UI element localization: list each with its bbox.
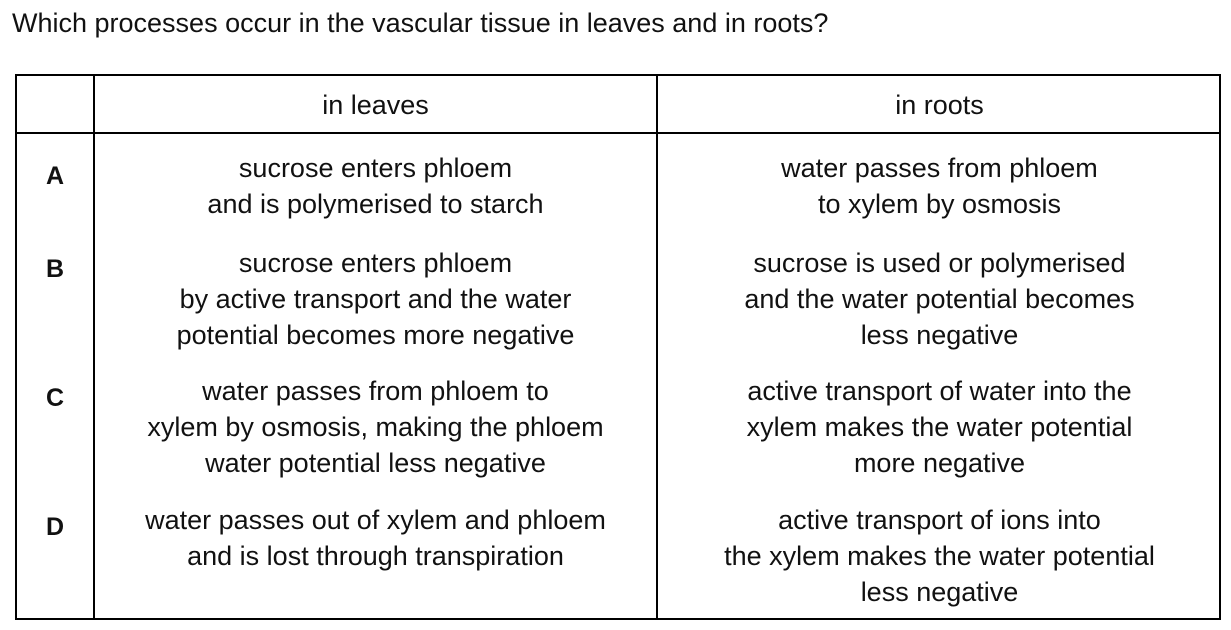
row-d-roots: active transport of ions into the xylem … <box>658 503 1221 611</box>
row-c-leaves: water passes from phloem to xylem by osm… <box>95 374 656 482</box>
row-d-leaves-line: water passes out of xylem and phloem <box>145 505 606 535</box>
row-d-leaves: water passes out of xylem and phloem and… <box>95 503 656 575</box>
row-a-roots-line: to xylem by osmosis <box>817 189 1062 219</box>
row-c-leaves-line: xylem by osmosis, making the phloem <box>147 412 604 442</box>
row-a-leaves-line: sucrose enters phloem <box>238 153 513 183</box>
row-b-leaves-line: sucrose enters phloem <box>238 248 513 278</box>
row-c-leaves-line: water passes from phloem to <box>202 376 549 406</box>
header-divider <box>17 132 1219 134</box>
row-a-roots-line: water passes from phloem <box>781 153 1098 183</box>
row-letter-c: C <box>45 384 65 412</box>
row-c-leaves-line: water potential less negative <box>205 448 546 478</box>
column-divider-1 <box>93 76 95 618</box>
question-text: Which processes occur in the vascular ti… <box>12 8 829 38</box>
row-b-roots-line: less negative <box>860 320 1019 350</box>
row-a-leaves: sucrose enters phloem and is polymerised… <box>95 151 656 223</box>
row-letter-b: B <box>45 255 65 283</box>
row-d-roots-line: the xylem makes the water potential <box>724 541 1155 571</box>
row-b-roots: sucrose is used or polymerised and the w… <box>658 246 1221 354</box>
row-a-roots: water passes from phloem to xylem by osm… <box>658 151 1221 223</box>
row-letter-a: A <box>45 162 65 190</box>
row-b-leaves: sucrose enters phloem by active transpor… <box>95 246 656 354</box>
row-c-roots-line: xylem makes the water potential <box>746 412 1133 442</box>
header-in-leaves: in leaves <box>322 90 429 120</box>
answer-table: in leaves in roots A sucrose enters phlo… <box>15 74 1221 620</box>
row-d-roots-line: active transport of ions into <box>778 505 1101 535</box>
row-d-roots-line: less negative <box>860 577 1019 607</box>
header-in-roots: in roots <box>895 90 984 120</box>
row-b-leaves-line: by active transport and the water <box>179 284 572 314</box>
column-divider-2 <box>656 76 658 618</box>
row-letter-d: D <box>45 513 65 541</box>
row-d-leaves-line: and is lost through transpiration <box>187 541 564 571</box>
row-b-leaves-line: potential becomes more negative <box>176 320 575 350</box>
row-c-roots-line: active transport of water into the <box>747 376 1132 406</box>
row-c-roots-line: more negative <box>853 448 1026 478</box>
row-b-roots-line: sucrose is used or polymerised <box>753 248 1126 278</box>
row-b-roots-line: and the water potential becomes <box>744 284 1135 314</box>
row-a-leaves-line: and is polymerised to starch <box>207 189 544 219</box>
row-c-roots: active transport of water into the xylem… <box>658 374 1221 482</box>
